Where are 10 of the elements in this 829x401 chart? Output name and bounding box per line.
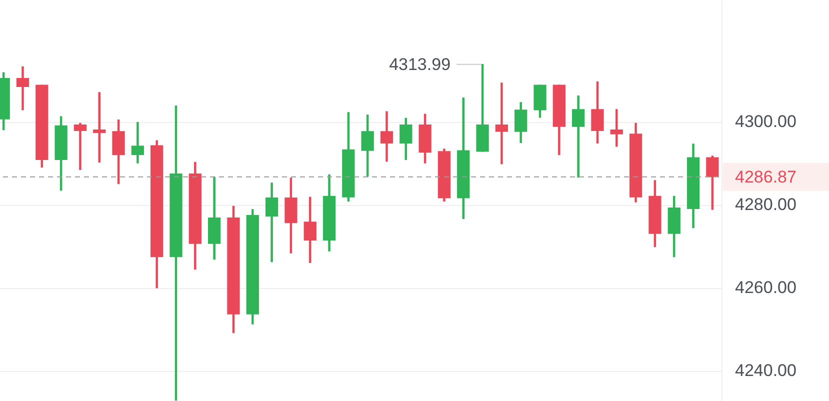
annotation: 4313.99 xyxy=(389,55,451,74)
ref-line-label: 4286.87 xyxy=(735,168,796,187)
candlestick xyxy=(74,122,87,170)
y-tick-label: 4260.00 xyxy=(735,278,796,298)
candlestick xyxy=(93,92,106,163)
y-tick-label: 4280.00 xyxy=(735,195,796,214)
candlestick xyxy=(495,82,508,164)
y-tick-label: 4240.00 xyxy=(735,361,796,380)
y-tick-label: 4300.00 xyxy=(735,112,796,132)
candlestick xyxy=(610,109,623,147)
